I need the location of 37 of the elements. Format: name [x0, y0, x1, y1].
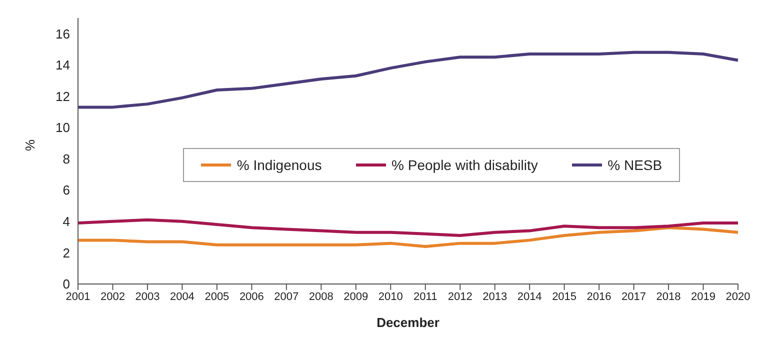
x-tick-label: 2004 — [170, 290, 194, 303]
y-tick-label: 0 — [62, 276, 70, 292]
x-tick-label: 2009 — [344, 290, 368, 303]
x-tick-label: 2018 — [656, 290, 681, 303]
x-tick-label: 2006 — [239, 290, 264, 303]
x-tick-label: 2011 — [414, 290, 438, 303]
x-tick-label: 2014 — [517, 290, 542, 303]
y-tick-label: 12 — [56, 88, 70, 104]
y-tick-label: 4 — [62, 214, 70, 230]
y-tick-label: 8 — [62, 151, 70, 166]
x-axis-title: December — [376, 315, 440, 330]
y-tick-label: 16 — [56, 26, 70, 42]
x-tick-label: 2003 — [135, 290, 160, 303]
x-tick-label: 2001 — [66, 290, 90, 303]
y-tick-label: 14 — [56, 58, 70, 73]
y-tick-label: 6 — [62, 182, 70, 198]
y-tick-label: 10 — [56, 120, 70, 136]
x-tick-label: 2020 — [726, 290, 750, 303]
x-tick-label: 2008 — [308, 290, 334, 303]
legend-label: % NESB — [606, 157, 662, 173]
x-tick-label: 2007 — [274, 290, 299, 303]
x-tick-label: 2005 — [204, 290, 230, 303]
x-tick-label: 2002 — [100, 290, 125, 303]
line-series — [76, 50, 740, 109]
y-tick-label: 2 — [62, 245, 70, 260]
x-tick-label: 2013 — [482, 290, 508, 303]
x-tick-label: 2012 — [448, 290, 472, 303]
x-tick-label: 2010 — [378, 290, 403, 303]
x-tick-label: 2016 — [586, 290, 612, 303]
legend-label: % Indigenous — [236, 157, 322, 173]
x-tick-label: 2017 — [622, 290, 646, 303]
legend-label: % People with disability — [390, 157, 538, 173]
line-series — [76, 218, 740, 237]
y-axis-title: % — [22, 139, 38, 151]
x-tick-label: 2019 — [691, 290, 716, 303]
line-series — [76, 226, 740, 248]
x-tick-label: 2015 — [552, 290, 577, 303]
